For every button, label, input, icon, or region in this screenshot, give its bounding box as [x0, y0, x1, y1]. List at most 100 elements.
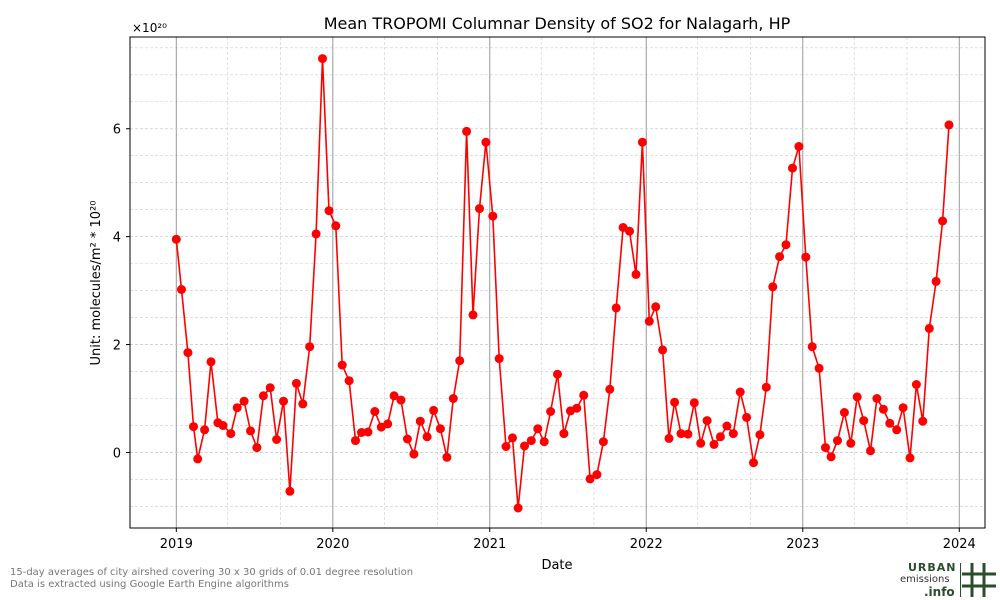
data-point [351, 436, 360, 446]
grid-lines [130, 37, 985, 528]
data-point [232, 403, 242, 413]
data-point [311, 229, 321, 239]
data-point [435, 424, 445, 434]
data-point [664, 433, 674, 443]
data-point [200, 425, 210, 435]
data-point [206, 357, 216, 367]
data-point [246, 426, 255, 436]
data-point [794, 142, 804, 151]
data-point [383, 419, 393, 429]
data-point [755, 430, 765, 440]
data-point [462, 126, 472, 136]
x-tick-label: 2023 [786, 537, 819, 552]
logo-line-info: .info [924, 585, 955, 599]
data-point [689, 398, 699, 408]
data-point [905, 453, 915, 463]
data-point [749, 458, 758, 468]
data-point [291, 378, 301, 388]
data-point [768, 282, 778, 292]
data-point [715, 432, 725, 442]
data-point [429, 405, 439, 415]
data-point [513, 503, 523, 513]
data-point [572, 403, 582, 413]
data-point [481, 137, 491, 147]
data-point [944, 120, 954, 130]
data-point [931, 276, 941, 286]
y-axis-label: Unit: molecules/m² * 10²⁰ [89, 201, 104, 366]
hash-grid-icon [960, 563, 996, 597]
data-point [183, 348, 193, 358]
data-point [775, 252, 785, 262]
data-point [171, 234, 181, 244]
data-point [285, 486, 295, 496]
data-point [488, 211, 498, 221]
data-point [344, 376, 354, 386]
data-point [846, 438, 856, 448]
data-point [872, 394, 882, 403]
data-point [637, 137, 647, 147]
data-point [781, 240, 791, 250]
data-point [611, 303, 621, 313]
data-point [252, 443, 262, 453]
y-tick-label: 4 [113, 231, 121, 246]
chart-title: Mean TROPOMI Columnar Density of SO2 for… [324, 14, 791, 33]
urban-emissions-logo: URBAN emissions .info [898, 560, 998, 600]
data-point [728, 429, 738, 439]
data-point [592, 470, 602, 480]
data-point [598, 437, 608, 447]
data-point [696, 438, 706, 448]
data-point [761, 382, 771, 392]
data-point [709, 439, 719, 449]
data-point [938, 216, 948, 226]
x-tick-label: 2019 [160, 537, 193, 552]
data-point [670, 397, 680, 407]
data-point [508, 433, 517, 443]
data-point [357, 428, 366, 437]
data-point [402, 434, 412, 444]
footnote-source: Data is extracted using Google Earth Eng… [10, 579, 289, 590]
offset-label: ×10²⁰ [132, 21, 167, 35]
logo-line-urban: URBAN [908, 561, 957, 574]
data-point [918, 416, 928, 426]
data-point [839, 408, 849, 417]
data-point [814, 363, 824, 373]
data-series [171, 54, 954, 513]
data-point [833, 436, 842, 446]
data-point [526, 436, 536, 446]
data-point [494, 354, 504, 364]
data-point [279, 396, 288, 406]
data-point [892, 425, 902, 435]
logo-line-emissions: emissions [900, 574, 950, 585]
data-point [442, 452, 452, 462]
data-point [501, 442, 511, 451]
data-point [318, 54, 327, 64]
data-point [644, 316, 654, 326]
data-point [370, 407, 380, 416]
data-point [878, 404, 888, 414]
data-point [852, 392, 862, 402]
x-tick-label: 2024 [943, 537, 976, 552]
x-tick-label: 2022 [630, 537, 663, 552]
data-point [177, 285, 186, 294]
data-point [520, 441, 529, 451]
data-point [911, 380, 921, 389]
data-point [468, 310, 478, 320]
axis-ticks: 2019 2020 2021 2022 2023 2024 0 2 4 6 [113, 123, 976, 552]
data-point [885, 418, 895, 428]
data-point [801, 252, 811, 262]
data-point [272, 435, 282, 444]
data-point [189, 422, 198, 432]
data-point [389, 391, 399, 401]
data-point [305, 342, 315, 352]
data-point [415, 416, 425, 426]
data-point [735, 387, 745, 397]
data-point [651, 302, 661, 312]
data-point [742, 412, 752, 422]
data-point [258, 391, 268, 401]
data-point [631, 269, 641, 279]
data-point [448, 394, 458, 403]
data-point [579, 390, 589, 400]
data-point [546, 407, 556, 416]
data-point [683, 429, 693, 439]
